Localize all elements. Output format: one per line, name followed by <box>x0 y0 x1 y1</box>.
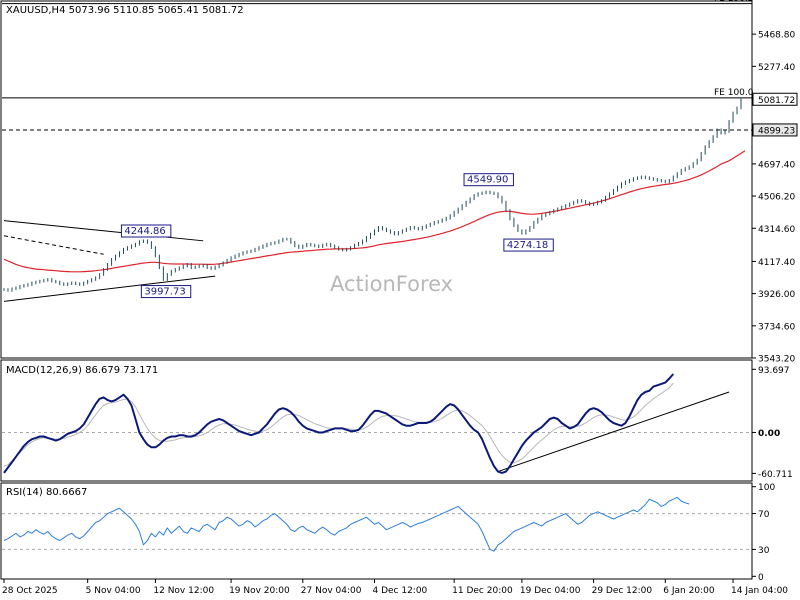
swing-label-3: 4274.18 <box>507 240 548 251</box>
swing-label-2: 4549.90 <box>467 175 508 186</box>
rsi-tick-label: 70 <box>758 510 770 520</box>
fe-100-label: FE 100.0 <box>714 88 754 98</box>
time-tick-label: 5 Nov 04:00 <box>86 586 141 596</box>
rsi-tick-label: 30 <box>758 546 770 556</box>
rsi-panel-frame <box>0 482 753 580</box>
macd-tick-label: 0.00 <box>758 429 780 439</box>
macd-header: MACD(12,26,9) 86.679 73.171 <box>6 365 158 376</box>
moving-average-line <box>3 150 746 273</box>
rsi-header: RSI(14) 80.6667 <box>6 487 87 498</box>
price-tick-label: 5468.80 <box>758 31 795 41</box>
rsi-tick-label: 0 <box>758 573 764 583</box>
price-trendline-1 <box>3 275 216 302</box>
price-trendline-2 <box>3 235 104 255</box>
current-price-tag-box <box>752 92 798 106</box>
macd-trendline <box>497 391 730 473</box>
time-tick-label: 28 Oct 2025 <box>2 586 58 596</box>
time-tick-label: 27 Nov 04:00 <box>301 586 362 596</box>
swing-label-2-box <box>463 173 514 187</box>
price-panel-frame <box>0 0 753 359</box>
macd-tick-label: 93.697 <box>758 366 790 376</box>
macd-line <box>3 373 675 474</box>
time-tick-label: 14 Jan 04:00 <box>731 586 788 596</box>
level-tag-box <box>752 123 798 137</box>
level-tag: 4899.23 <box>758 126 795 136</box>
macd-series <box>3 373 675 474</box>
time-tick-label: 6 Jan 20:00 <box>663 586 715 596</box>
price-tick-label: 3926.00 <box>758 290 795 300</box>
watermark: ActionForex <box>330 272 453 296</box>
price-tick-label: 3543.20 <box>758 355 795 365</box>
swing-label-0: 4244.86 <box>124 226 165 237</box>
swing-label-1: 3997.73 <box>144 287 185 298</box>
price-levels: FE 100.0 FE 138.2 <box>2 0 754 131</box>
price-tick-label: 4117.40 <box>758 258 795 268</box>
swing-labels: 4244.86 3997.73 4549.90 4274.18 <box>120 173 554 299</box>
price-tick-label: 3734.60 <box>758 322 795 332</box>
current-price-tag: 5081.72 <box>758 96 795 106</box>
rsi-levels <box>2 513 752 550</box>
rsi-line <box>3 496 690 552</box>
price-tick-label: 4506.20 <box>758 193 795 203</box>
time-tick-label: 19 Dec 04:00 <box>520 586 581 596</box>
time-tick-label: 4 Dec 12:00 <box>372 586 427 596</box>
time-tick-label: 29 Dec 12:00 <box>592 586 653 596</box>
swing-label-3-box <box>503 238 554 252</box>
macd-panel-frame <box>0 359 753 482</box>
swing-label-0-box <box>120 224 172 238</box>
macd-trendline-0 <box>497 391 730 473</box>
rsi-axis: 100 70 30 0 <box>752 483 775 583</box>
price-tick-label: 5277.40 <box>758 63 795 73</box>
macd-axis: 93.697 0.00 -60.711 <box>752 366 793 480</box>
price-tick-label: 4697.40 <box>758 160 795 170</box>
price-header: XAUUSD,H4 5073.96 5110.85 5065.41 5081.7… <box>6 5 244 16</box>
price-axis: 5468.80 5277.40 4697.40 4506.20 4314.60 4117.… <box>752 31 798 365</box>
swing-label-1-box <box>140 285 192 299</box>
macd-tick-label: -60.711 <box>758 470 793 480</box>
price-tick-label: 4314.60 <box>758 225 795 235</box>
rsi-tick-label: 100 <box>758 483 775 493</box>
price-panel: ActionForex FE 100.0 FE 138.2 5468.80 5277… <box>0 0 798 365</box>
fe-138-label: FE 138.2 <box>714 0 754 4</box>
time-axis: 28 Oct 2025 5 Nov 04:00 12 Nov 12:00 19 Nov… <box>2 579 788 596</box>
time-tick-label: 11 Dec 20:00 <box>452 586 513 596</box>
rsi-series <box>3 496 690 552</box>
rsi-panel: 100 70 30 0 RSI(14) 80.6667 <box>0 482 775 583</box>
time-tick-label: 19 Nov 20:00 <box>229 586 290 596</box>
macd-panel: 93.697 0.00 -60.711 MACD(12,26,9) 86.679 7… <box>0 359 793 482</box>
price-series <box>3 97 746 292</box>
time-tick-label: 12 Nov 12:00 <box>153 586 214 596</box>
